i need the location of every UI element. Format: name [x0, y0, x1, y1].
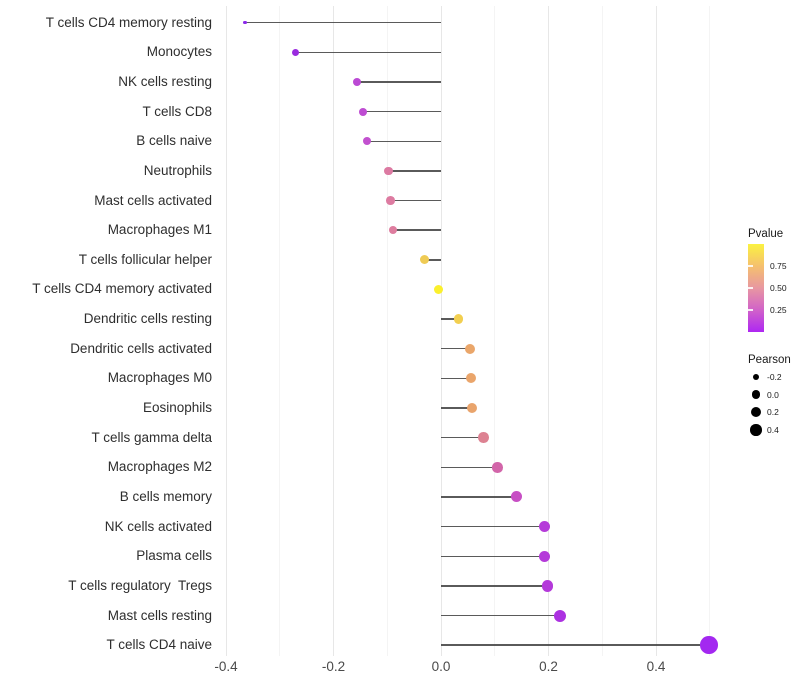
gridline-major [548, 6, 549, 656]
lollipop-stem [441, 555, 545, 557]
cell-type-label: Eosinophils [142, 400, 212, 416]
lollipop-dot [384, 166, 393, 176]
cell-type-label: T cells CD4 naive [106, 637, 212, 653]
gridline-minor [601, 6, 603, 656]
pvalue-legend-title: Pvalue [748, 228, 784, 240]
lollipop-stem [441, 318, 459, 320]
pvalue-colorbar-tick [748, 287, 753, 289]
lollipop-dot [433, 284, 443, 294]
x-tick-label: 0.0 [431, 659, 451, 674]
cell-type-label: Macrophages M1 [107, 222, 212, 238]
lollipop-stem [424, 259, 441, 261]
cell-type-label: T cells gamma delta [91, 429, 212, 445]
gridline-minor [709, 6, 711, 656]
pearson-legend-title: Pearson [748, 354, 791, 366]
pearson-size-label: 0.2 [767, 407, 779, 417]
x-tick-label: -0.4 [214, 659, 238, 674]
lollipop-stem [441, 614, 560, 617]
pearson-size-dot [751, 390, 761, 399]
x-tick-label: -0.2 [321, 659, 346, 674]
pearson-size-dot [751, 407, 761, 417]
lollipop-dot [388, 225, 398, 235]
lollipop-dot [700, 636, 718, 654]
lollipop-dot [478, 432, 489, 443]
pvalue-tick-label: 0.25 [770, 305, 787, 315]
lollipop-dot [419, 255, 429, 265]
cell-type-label: Macrophages M0 [107, 370, 212, 386]
x-tick-label: 0.4 [646, 659, 666, 674]
lollipop-stem [441, 525, 545, 528]
pvalue-tick-label: 0.50 [770, 283, 787, 293]
gridline-minor [279, 6, 281, 656]
cell-type-label: Mast cells resting [107, 607, 212, 623]
cell-type-label: T cells CD8 [142, 103, 212, 119]
cell-type-label: Dendritic cells resting [83, 311, 212, 327]
lollipop-stem [441, 377, 472, 380]
lollipop-dot [466, 373, 477, 384]
cell-type-label: T cells regulatory Tregs [68, 577, 212, 593]
lollipop-stem [388, 170, 441, 172]
cell-type-label: Monocytes [146, 44, 212, 60]
lollipop-stem [441, 585, 548, 587]
lollipop-dot [353, 77, 362, 86]
cell-type-label: Dendritic cells activated [70, 340, 212, 356]
lollipop-stem [390, 199, 441, 202]
lollipop-stem [441, 466, 498, 468]
lollipop-dot [511, 491, 523, 503]
lollipop-dot [243, 20, 247, 25]
lollipop-dot [386, 196, 395, 205]
gridline-minor [386, 6, 388, 656]
cell-type-label: Macrophages M2 [107, 459, 212, 475]
gridline-major [333, 6, 334, 656]
lollipop-stem [244, 22, 441, 24]
lollipop-stem [441, 644, 710, 646]
pvalue-colorbar-tick [748, 309, 753, 311]
pearson-size-label: 0.4 [767, 425, 779, 435]
lollipop-dot [553, 609, 566, 622]
pearson-size-dot [752, 373, 760, 381]
cell-type-label: NK cells activated [104, 518, 212, 534]
lollipop-stem [363, 110, 441, 113]
pvalue-colorbar-tick [748, 265, 753, 267]
pearson-size-label: 0.0 [767, 389, 779, 400]
cell-type-label: T cells CD4 memory resting [45, 14, 212, 30]
cell-type-label: Plasma cells [136, 548, 212, 564]
x-tick-label: 0.2 [539, 659, 558, 674]
cell-type-label: T cells follicular helper [78, 251, 212, 267]
cell-type-label: Mast cells activated [94, 192, 212, 208]
lollipop-stem [441, 436, 484, 439]
lollipop-stem [393, 229, 441, 231]
gridline-major [655, 6, 657, 656]
lollipop-dot [467, 403, 478, 414]
lollipop-stem [441, 348, 471, 350]
pearson-size-label: -0.2 [767, 372, 782, 382]
cell-type-label: T cells CD4 memory activated [32, 281, 212, 297]
lollipop-stem [295, 51, 441, 54]
gridline-minor [494, 6, 496, 656]
cell-type-label: B cells naive [136, 133, 212, 149]
lollipop-dot [541, 580, 554, 592]
lollipop-dot [539, 520, 551, 533]
gridline-major [440, 6, 442, 656]
pearson-size-dot [750, 424, 762, 436]
gridline-major [225, 6, 227, 656]
lollipop-stem [441, 496, 517, 498]
lollipop-stem [357, 81, 441, 83]
cell-type-label: NK cells resting [118, 73, 212, 89]
pvalue-tick-label: 0.75 [770, 261, 787, 271]
lollipop-stem [441, 407, 473, 409]
cell-type-label: Neutrophils [143, 162, 212, 178]
lollipop-dot [292, 48, 300, 56]
lollipop-dot [539, 550, 551, 562]
cell-type-label: B cells memory [119, 488, 212, 504]
lollipop-dot [453, 314, 463, 324]
lollipop-stem [366, 140, 441, 142]
lollipop-dot [492, 462, 503, 473]
lollipop-dot [465, 343, 476, 354]
lollipop-dot [359, 107, 368, 116]
lollipop-dot [362, 137, 371, 146]
